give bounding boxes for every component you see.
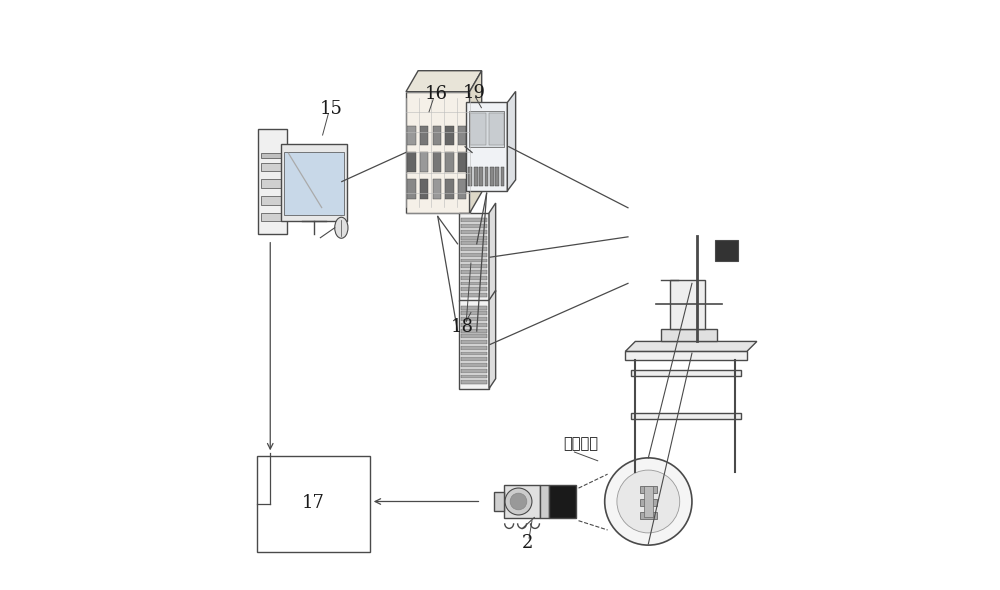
Text: 17: 17 [301,494,324,512]
Bar [670,280,705,329]
Bar [501,167,504,186]
Bar [461,317,487,321]
Polygon shape [489,290,496,389]
Bar [407,179,416,199]
Bar [459,213,489,301]
Bar [433,126,441,145]
Bar [485,167,488,186]
Bar [468,167,472,186]
Bar [461,329,487,333]
Bar [461,346,487,350]
Bar [461,253,487,257]
Bar [261,179,284,188]
Bar [445,152,454,172]
Bar [625,352,747,360]
Bar [433,152,441,172]
Bar [261,153,284,159]
Polygon shape [470,71,482,213]
Polygon shape [625,342,757,352]
Bar [466,103,507,191]
Bar [479,167,483,186]
Bar [420,126,428,145]
Bar [433,179,441,199]
Polygon shape [507,91,516,191]
Bar [445,126,454,145]
Bar [461,323,487,327]
Bar [461,375,487,378]
Bar [540,486,549,517]
Bar [661,329,717,342]
Bar [461,270,487,274]
Bar [461,281,487,286]
Bar [407,126,416,145]
Bar [461,287,487,291]
Bar [461,276,487,280]
Bar [461,369,487,373]
Bar [459,300,489,389]
Circle shape [605,458,692,545]
Bar [461,264,487,268]
Bar [461,293,487,297]
Text: 图像采集: 图像采集 [563,436,598,451]
Bar [461,224,487,228]
Bar [640,513,657,519]
Bar [494,492,504,511]
Bar [461,218,487,222]
Text: 2: 2 [522,535,534,552]
Bar [461,241,487,245]
Bar [469,112,504,147]
Circle shape [505,488,532,515]
Bar [461,358,487,361]
Bar [407,152,416,172]
Bar [461,352,487,356]
Bar [281,144,347,221]
Bar [631,413,741,419]
Bar [640,499,657,506]
Bar [461,312,487,315]
Bar [420,179,428,199]
Circle shape [617,470,680,533]
Polygon shape [489,203,496,301]
Polygon shape [406,71,482,91]
Bar [461,306,487,310]
Bar [549,486,576,517]
Bar [470,113,486,145]
Bar [461,380,487,384]
Text: 15: 15 [320,100,343,118]
Bar [458,152,466,172]
Bar [461,235,487,240]
Bar [461,340,487,344]
Bar [258,129,287,234]
Bar [458,179,466,199]
Bar [495,167,499,186]
Bar [420,152,428,172]
Bar [261,163,284,171]
Bar [461,335,487,338]
Bar [461,247,487,251]
Bar [631,371,741,376]
Text: 16: 16 [425,86,448,103]
Bar [715,240,738,261]
Ellipse shape [335,217,348,238]
Bar [261,213,284,221]
Bar [490,167,494,186]
Bar [504,486,540,517]
Bar [257,456,370,552]
Bar [461,258,487,263]
Circle shape [510,493,527,510]
Bar [284,152,344,215]
Bar [640,486,657,493]
Bar [489,113,504,145]
Text: 18: 18 [451,318,474,336]
Bar [461,230,487,234]
Bar [445,179,454,199]
Text: 19: 19 [462,84,485,101]
Bar [644,486,653,517]
Bar [458,126,466,145]
Bar [406,91,470,213]
Bar [261,196,284,205]
Bar [474,167,478,186]
Bar [461,363,487,367]
